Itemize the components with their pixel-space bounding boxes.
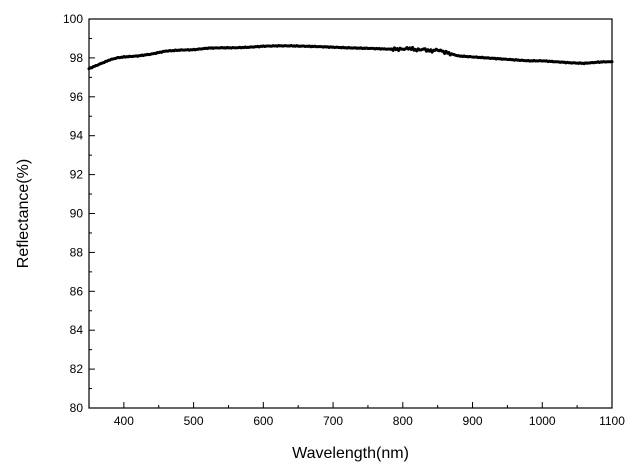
y-tick-label: 94 (70, 129, 84, 143)
y-tick-label: 88 (70, 245, 84, 259)
y-tick-label: 90 (70, 207, 84, 221)
x-tick-label: 1100 (599, 414, 625, 428)
x-axis-title: Wavelength(nm) (292, 445, 409, 462)
y-tick-label: 92 (70, 168, 84, 182)
reflectance-series-line (87, 43, 614, 71)
y-tick-label: 84 (70, 323, 84, 337)
tick-labels: 400 500 600 700 800 900 1000 1100 80 82 84 86 88 90 92… (63, 12, 625, 428)
plot-area-frame (88, 18, 613, 409)
x-tick-label: 700 (323, 414, 343, 428)
y-tick-label: 82 (70, 362, 84, 376)
x-tick-label: 1000 (529, 414, 556, 428)
y-tick-label: 96 (70, 90, 84, 104)
x-tick-label: 400 (114, 414, 134, 428)
x-tick-label: 600 (253, 414, 273, 428)
y-tick-label: 86 (70, 284, 84, 298)
x-tick-label: 800 (393, 414, 413, 428)
y-tick-label: 80 (70, 401, 84, 415)
x-tick-label: 500 (184, 414, 204, 428)
x-tick-label: 900 (463, 414, 483, 428)
y-tick-label: 100 (63, 12, 83, 26)
axis-ticks (88, 18, 613, 409)
y-tick-label: 98 (70, 51, 84, 65)
y-axis-title: Reflectance(%) (15, 159, 32, 268)
